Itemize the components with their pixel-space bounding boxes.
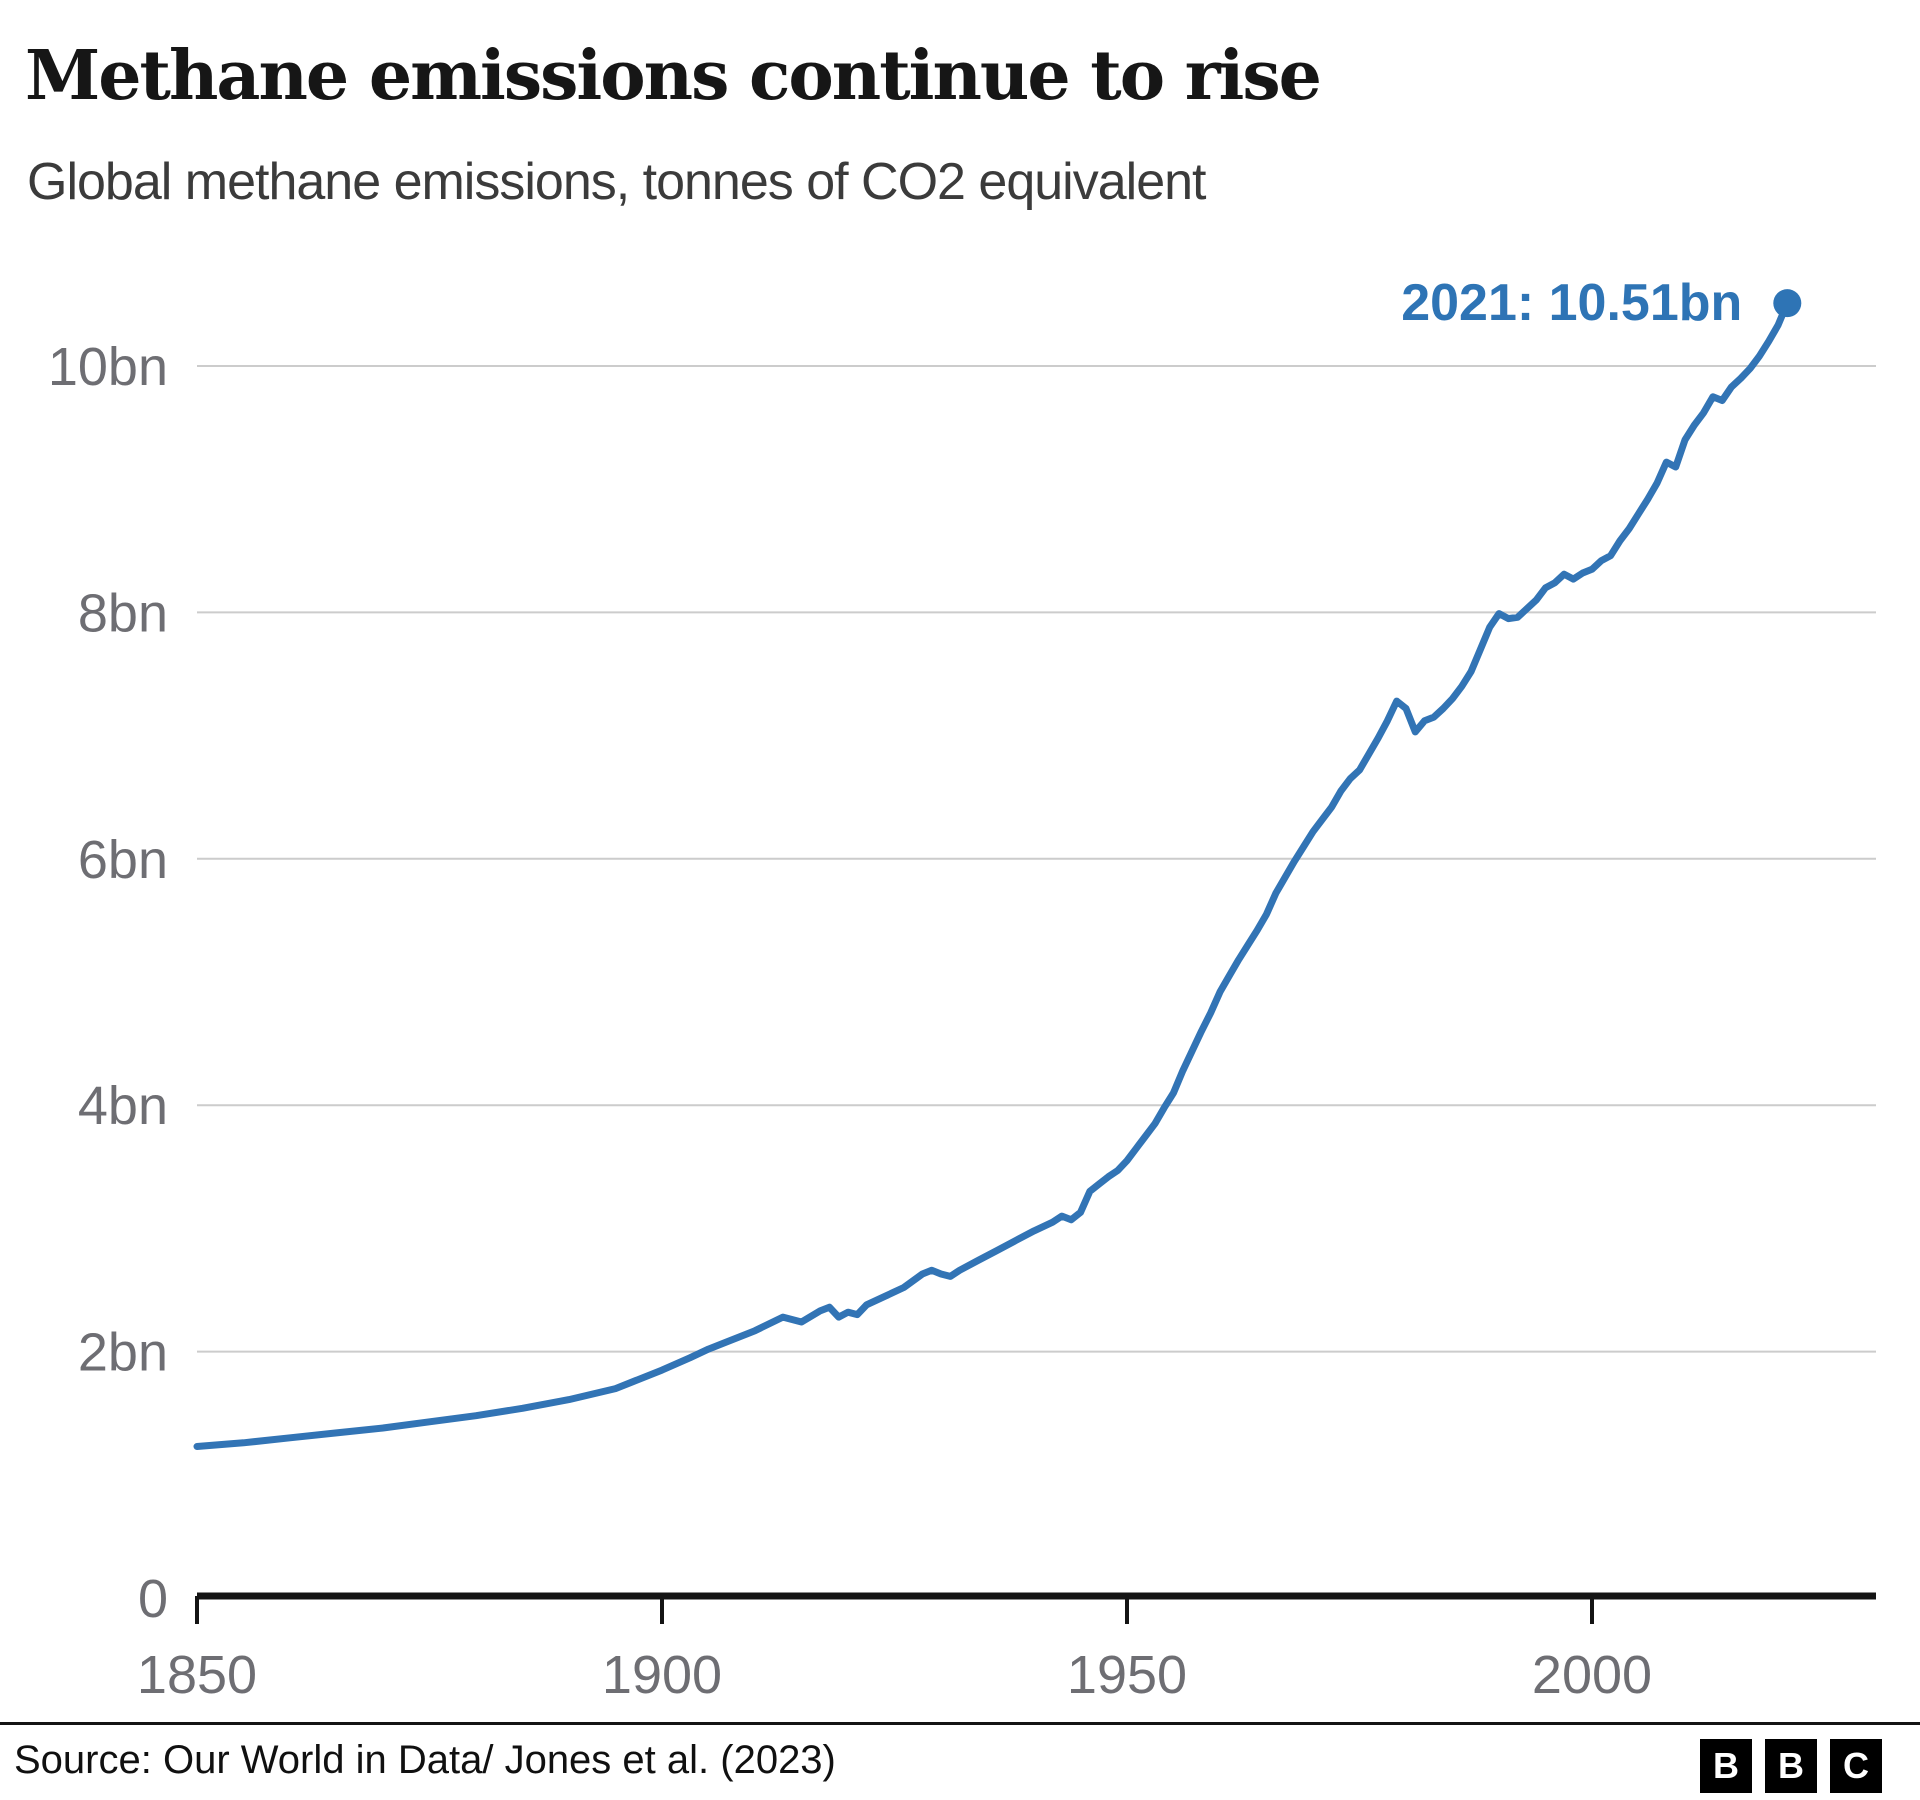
x-tick-label: 2000 [1532, 1645, 1652, 1705]
x-tick-label: 1900 [602, 1645, 722, 1705]
y-tick-label: 0 [138, 1569, 168, 1629]
y-tick-label: 6bn [78, 830, 168, 890]
y-tick-label: 8bn [78, 583, 168, 643]
y-tick-label: 2bn [78, 1323, 168, 1383]
bbc-logo: B B C [1700, 1739, 1882, 1793]
endpoint-annotation: 2021: 10.51bn [1401, 274, 1742, 332]
chart-subtitle: Global methane emissions, tonnes of CO2 … [27, 153, 1206, 211]
y-tick-label: 4bn [78, 1076, 168, 1136]
emissions-line [193, 299, 1791, 1450]
source-attribution: Source: Our World in Data/ Jones et al. … [14, 1738, 836, 1782]
x-tick-label: 1950 [1067, 1645, 1187, 1705]
endpoint-dot [1773, 289, 1802, 318]
chart-title: Methane emissions continue to rise [25, 36, 1322, 116]
bbc-logo-square: B [1700, 1739, 1752, 1793]
bbc-logo-letter: C [1843, 1745, 1869, 1786]
bbc-logo-letter: B [1713, 1745, 1739, 1786]
x-tick-label: 1850 [137, 1645, 257, 1705]
bbc-logo-letter: B [1778, 1745, 1804, 1786]
footer-divider [0, 1722, 1920, 1725]
y-tick-label: 10bn [48, 337, 168, 397]
bbc-logo-square: B [1765, 1739, 1817, 1793]
bbc-logo-square: C [1830, 1739, 1882, 1793]
